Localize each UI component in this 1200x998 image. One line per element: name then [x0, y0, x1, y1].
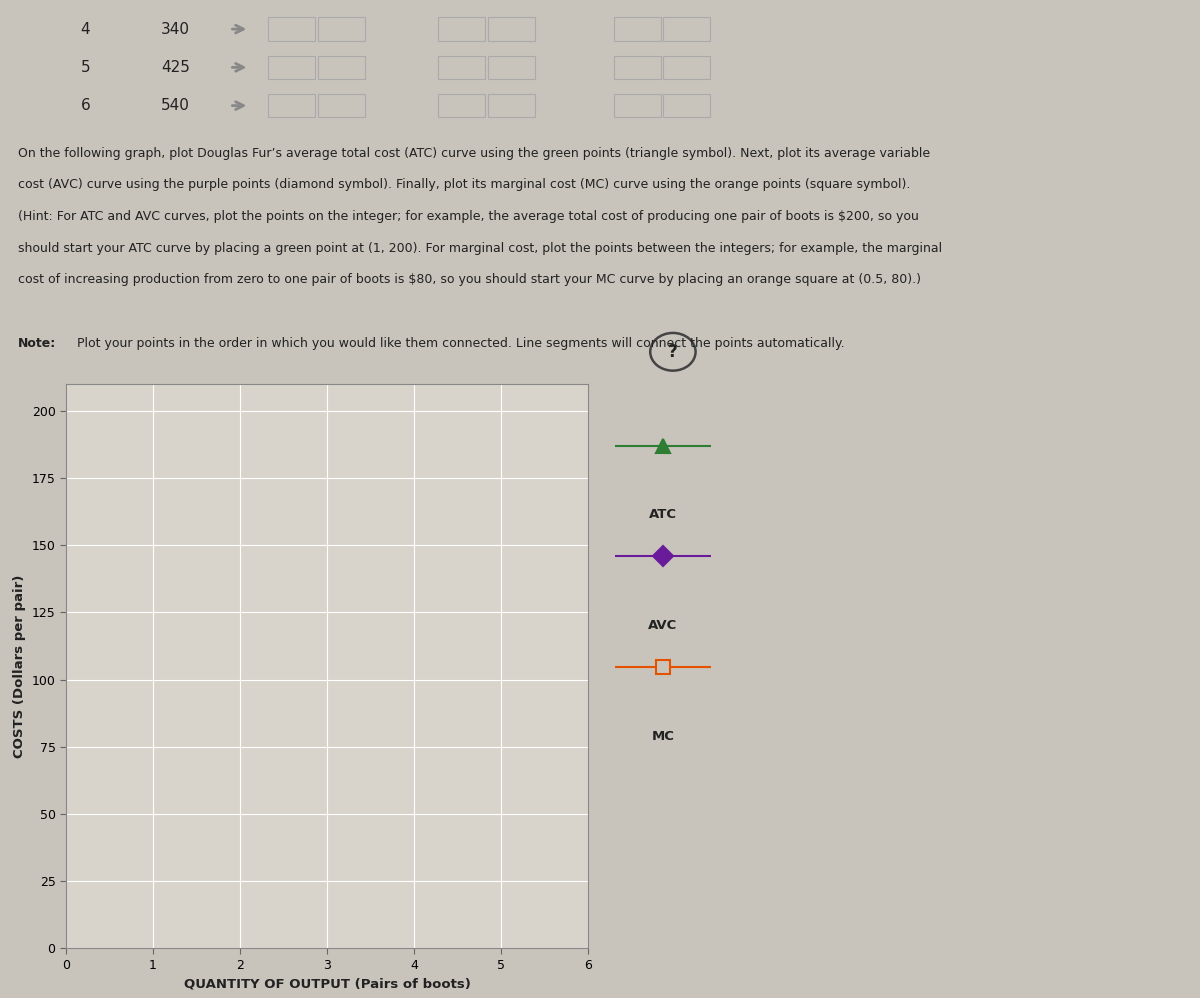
Text: (Hint: For ATC and AVC curves, plot the points on the integer; for example, the : (Hint: For ATC and AVC curves, plot the … — [18, 211, 919, 224]
Text: Note:: Note: — [18, 336, 56, 349]
X-axis label: QUANTITY OF OUTPUT (Pairs of boots): QUANTITY OF OUTPUT (Pairs of boots) — [184, 977, 470, 990]
Y-axis label: COSTS (Dollars per pair): COSTS (Dollars per pair) — [13, 575, 26, 757]
Text: cost (AVC) curve using the purple points (diamond symbol). Finally, plot its mar: cost (AVC) curve using the purple points… — [18, 179, 910, 192]
Text: 6: 6 — [80, 98, 90, 113]
Text: cost of increasing production from zero to one pair of boots is $80, so you shou: cost of increasing production from zero … — [18, 273, 920, 286]
Text: 425: 425 — [161, 60, 190, 75]
Text: Plot your points in the order in which you would like them connected. Line segme: Plot your points in the order in which y… — [72, 336, 844, 349]
Text: On the following graph, plot Douglas Fur’s average total cost (ATC) curve using : On the following graph, plot Douglas Fur… — [18, 147, 930, 160]
Text: MC: MC — [652, 731, 674, 744]
Text: 5: 5 — [80, 60, 90, 75]
Text: 4: 4 — [80, 22, 90, 37]
Text: ?: ? — [668, 342, 678, 361]
Text: 540: 540 — [161, 98, 190, 113]
Text: AVC: AVC — [648, 619, 678, 633]
Text: ATC: ATC — [649, 509, 677, 522]
Text: should start your ATC curve by placing a green point at (1, 200). For marginal c: should start your ATC curve by placing a… — [18, 242, 942, 254]
Text: 340: 340 — [161, 22, 190, 37]
